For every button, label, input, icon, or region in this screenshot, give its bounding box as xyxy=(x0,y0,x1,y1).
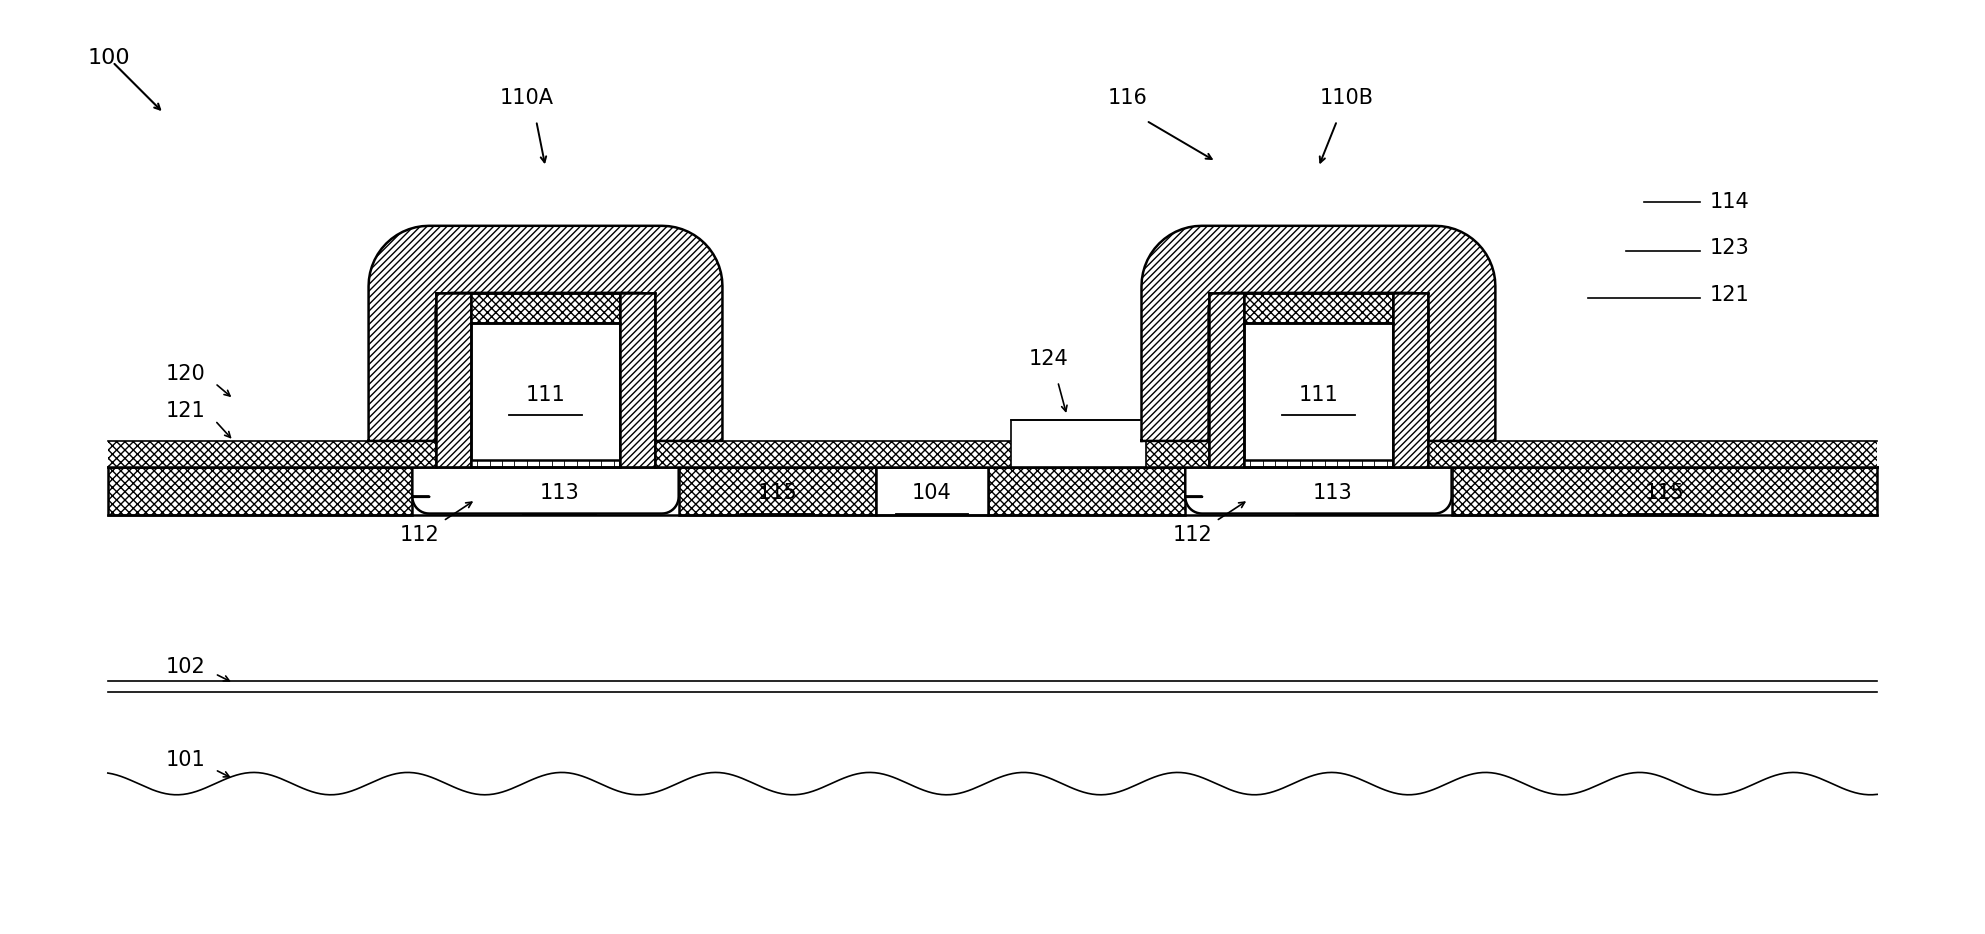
Bar xyxy=(1245,293,1393,322)
Text: 104: 104 xyxy=(911,483,953,503)
Text: 121: 121 xyxy=(167,401,206,421)
Text: 111: 111 xyxy=(1298,385,1338,404)
Text: 110B: 110B xyxy=(1320,89,1374,108)
Bar xyxy=(107,441,1878,467)
Bar xyxy=(470,322,619,460)
Text: 102: 102 xyxy=(167,658,206,677)
Bar xyxy=(1010,420,1145,467)
Bar xyxy=(435,293,470,467)
Bar xyxy=(1393,293,1429,467)
Text: 113: 113 xyxy=(540,483,580,503)
Text: 101: 101 xyxy=(167,750,206,771)
Bar xyxy=(435,293,470,467)
Bar xyxy=(470,293,619,322)
Bar xyxy=(107,441,1878,467)
Bar xyxy=(989,467,1185,516)
Text: 124: 124 xyxy=(1028,349,1068,369)
Text: 120: 120 xyxy=(167,364,206,384)
Bar xyxy=(679,467,875,516)
Bar xyxy=(619,293,655,467)
Text: 114: 114 xyxy=(1709,191,1749,212)
Polygon shape xyxy=(1185,467,1451,514)
Bar xyxy=(619,293,655,467)
Bar xyxy=(1209,293,1245,467)
Bar xyxy=(470,460,619,467)
Bar xyxy=(1393,293,1429,467)
Bar xyxy=(1245,293,1393,322)
Bar xyxy=(1451,467,1878,516)
Bar xyxy=(107,467,413,516)
Text: 111: 111 xyxy=(526,385,566,404)
Bar xyxy=(1209,293,1245,467)
Bar xyxy=(875,467,989,516)
Bar xyxy=(470,293,619,322)
Text: 116: 116 xyxy=(1108,89,1147,108)
Bar xyxy=(989,467,1185,516)
Text: 113: 113 xyxy=(1312,483,1352,503)
Polygon shape xyxy=(1141,226,1495,441)
Bar xyxy=(1245,460,1393,467)
Text: 115: 115 xyxy=(1644,483,1683,503)
Bar xyxy=(107,467,413,516)
Text: 123: 123 xyxy=(1709,238,1749,258)
Text: 121: 121 xyxy=(1709,285,1749,304)
Text: 100: 100 xyxy=(87,48,129,68)
Polygon shape xyxy=(413,467,679,514)
Text: 110A: 110A xyxy=(500,89,554,108)
Text: 112: 112 xyxy=(1173,525,1213,545)
Bar xyxy=(1245,322,1393,460)
Polygon shape xyxy=(369,226,723,441)
Text: 115: 115 xyxy=(758,483,798,503)
Bar xyxy=(679,467,875,516)
Polygon shape xyxy=(435,293,655,441)
Bar xyxy=(1451,467,1878,516)
Text: 112: 112 xyxy=(399,525,439,545)
Polygon shape xyxy=(1209,293,1429,441)
